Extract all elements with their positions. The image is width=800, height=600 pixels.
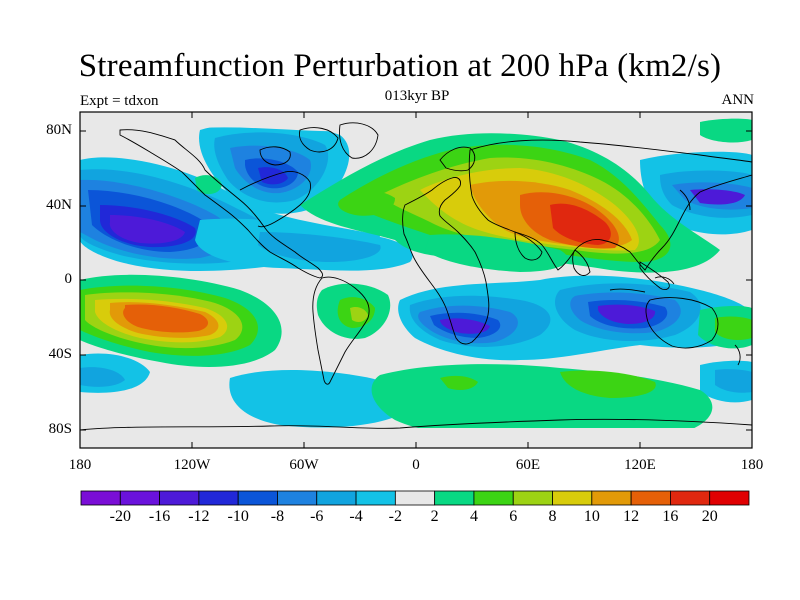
colorbar-tick-label: -12 [188, 508, 210, 525]
colorbar-tick-label: 10 [583, 508, 600, 525]
lat-label-40n: 40N [46, 197, 72, 213]
colorbar-tick-label: -10 [227, 508, 249, 525]
colorbar-swatch [473, 490, 514, 506]
colorbar-tick-label: -16 [148, 508, 171, 525]
contour-field [80, 112, 752, 448]
colorbar-swatch [591, 490, 632, 506]
colorbar-tick-label: 2 [430, 508, 439, 525]
lon-label-0: 0 [412, 457, 420, 473]
coastlines [80, 122, 752, 431]
colorbar-swatch [159, 490, 200, 506]
lon-label-60e: 60E [515, 457, 541, 473]
colorbar-swatch [355, 490, 396, 506]
colorbar-swatch [277, 490, 318, 506]
season-label: ANN [721, 92, 755, 108]
time-period-label: 013kyr BP [384, 88, 450, 104]
experiment-label: Expt = tdxon [80, 93, 159, 109]
lon-label-120e: 120E [624, 457, 656, 473]
colorbar-tick-label: -6 [310, 508, 324, 525]
colorbar-swatch [80, 490, 121, 506]
colorbar-swatch [237, 490, 278, 506]
colorbar-tick-label: -8 [270, 508, 285, 525]
colorbar-swatch [316, 490, 357, 506]
colorbar-tick-label: 6 [509, 508, 518, 525]
colorbar-swatch [709, 490, 750, 506]
colorbar-tick-label: -2 [388, 508, 402, 525]
colorbar-swatch [198, 490, 239, 506]
colorbar-tick-label: -20 [109, 508, 131, 525]
colorbar-tick-label: 20 [701, 508, 718, 525]
lat-label-80s: 80S [48, 421, 72, 437]
colorbar [80, 490, 750, 506]
colorbar-tick-label: 4 [469, 508, 478, 525]
colorbar-swatch [630, 490, 671, 506]
lat-label-0: 0 [64, 271, 73, 287]
lon-label-120w: 120W [173, 457, 211, 473]
colorbar-swatch [670, 490, 711, 506]
colorbar-swatch [119, 490, 160, 506]
colorbar-swatch [394, 490, 436, 506]
axis-ticks [80, 112, 752, 448]
lat-label-80n: 80N [46, 122, 72, 138]
colorbar-tick-label: 8 [548, 508, 557, 525]
colorbar-swatch [434, 490, 475, 506]
map-title: Streamfunction Perturbation at 200 hPa (… [78, 48, 722, 84]
lat-label-40s: 40S [48, 346, 72, 362]
lon-label-60w: 60W [289, 457, 319, 473]
colorbar-swatch [552, 490, 593, 506]
lon-label-180e: 180 [740, 457, 764, 473]
colorbar-tick-label: 12 [623, 508, 640, 525]
lon-label-180w: 180 [68, 457, 92, 473]
colorbar-swatch [512, 490, 553, 506]
colorbar-tick-label: 16 [662, 508, 679, 525]
colorbar-tick-label: -4 [349, 508, 363, 525]
